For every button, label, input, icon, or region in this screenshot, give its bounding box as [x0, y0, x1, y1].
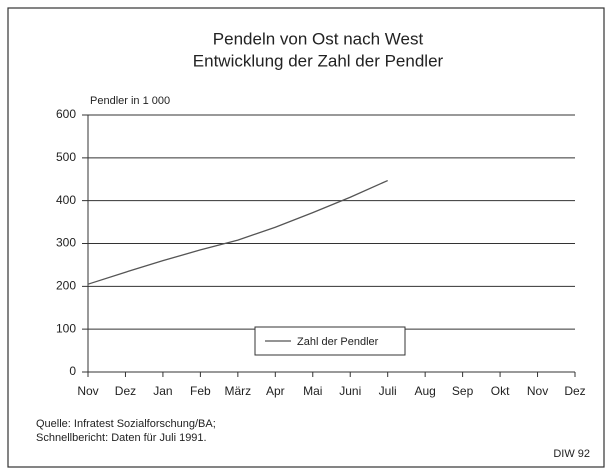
y-tick-label: 600 — [56, 107, 76, 121]
x-tick-label: März — [225, 384, 252, 398]
y-axis-label: Pendler in 1 000 — [90, 95, 170, 107]
x-tick-label: Nov — [77, 384, 98, 398]
x-tick-label: Aug — [414, 384, 435, 398]
x-tick-label: Okt — [491, 384, 510, 398]
x-tick-label: Nov — [527, 384, 548, 398]
y-tick-label: 300 — [56, 236, 76, 250]
chart-subtitle: Entwicklung der Zahl der Pendler — [193, 51, 444, 70]
credit: DIW 92 — [553, 448, 590, 460]
x-tick-label: Juni — [339, 384, 361, 398]
x-tick-label: Feb — [190, 384, 211, 398]
y-tick-label: 500 — [56, 150, 76, 164]
line-series — [87, 179, 388, 285]
y-tick-label: 100 — [56, 321, 76, 335]
x-tick-label: Jan — [153, 384, 172, 398]
x-tick-label: Apr — [266, 384, 285, 398]
y-tick-label: 0 — [69, 364, 76, 378]
x-tick-label: Sep — [452, 384, 474, 398]
x-tick-label: Dez — [115, 384, 136, 398]
source: Quelle: Infratest Sozialforschung/BA; — [36, 418, 216, 430]
x-tick-label: Dez — [564, 384, 585, 398]
y-tick-label: 200 — [56, 279, 76, 293]
x-tick-label: Juli — [379, 384, 397, 398]
frame — [7, 7, 605, 468]
y-tick-label: 400 — [56, 193, 76, 207]
legend-label: Zahl der Pendler — [297, 336, 379, 348]
source: Schnellbericht: Daten für Juli 1991. — [36, 432, 207, 444]
x-tick-label: Mai — [303, 384, 322, 398]
chart-title: Pendeln von Ost nach West — [213, 29, 424, 48]
